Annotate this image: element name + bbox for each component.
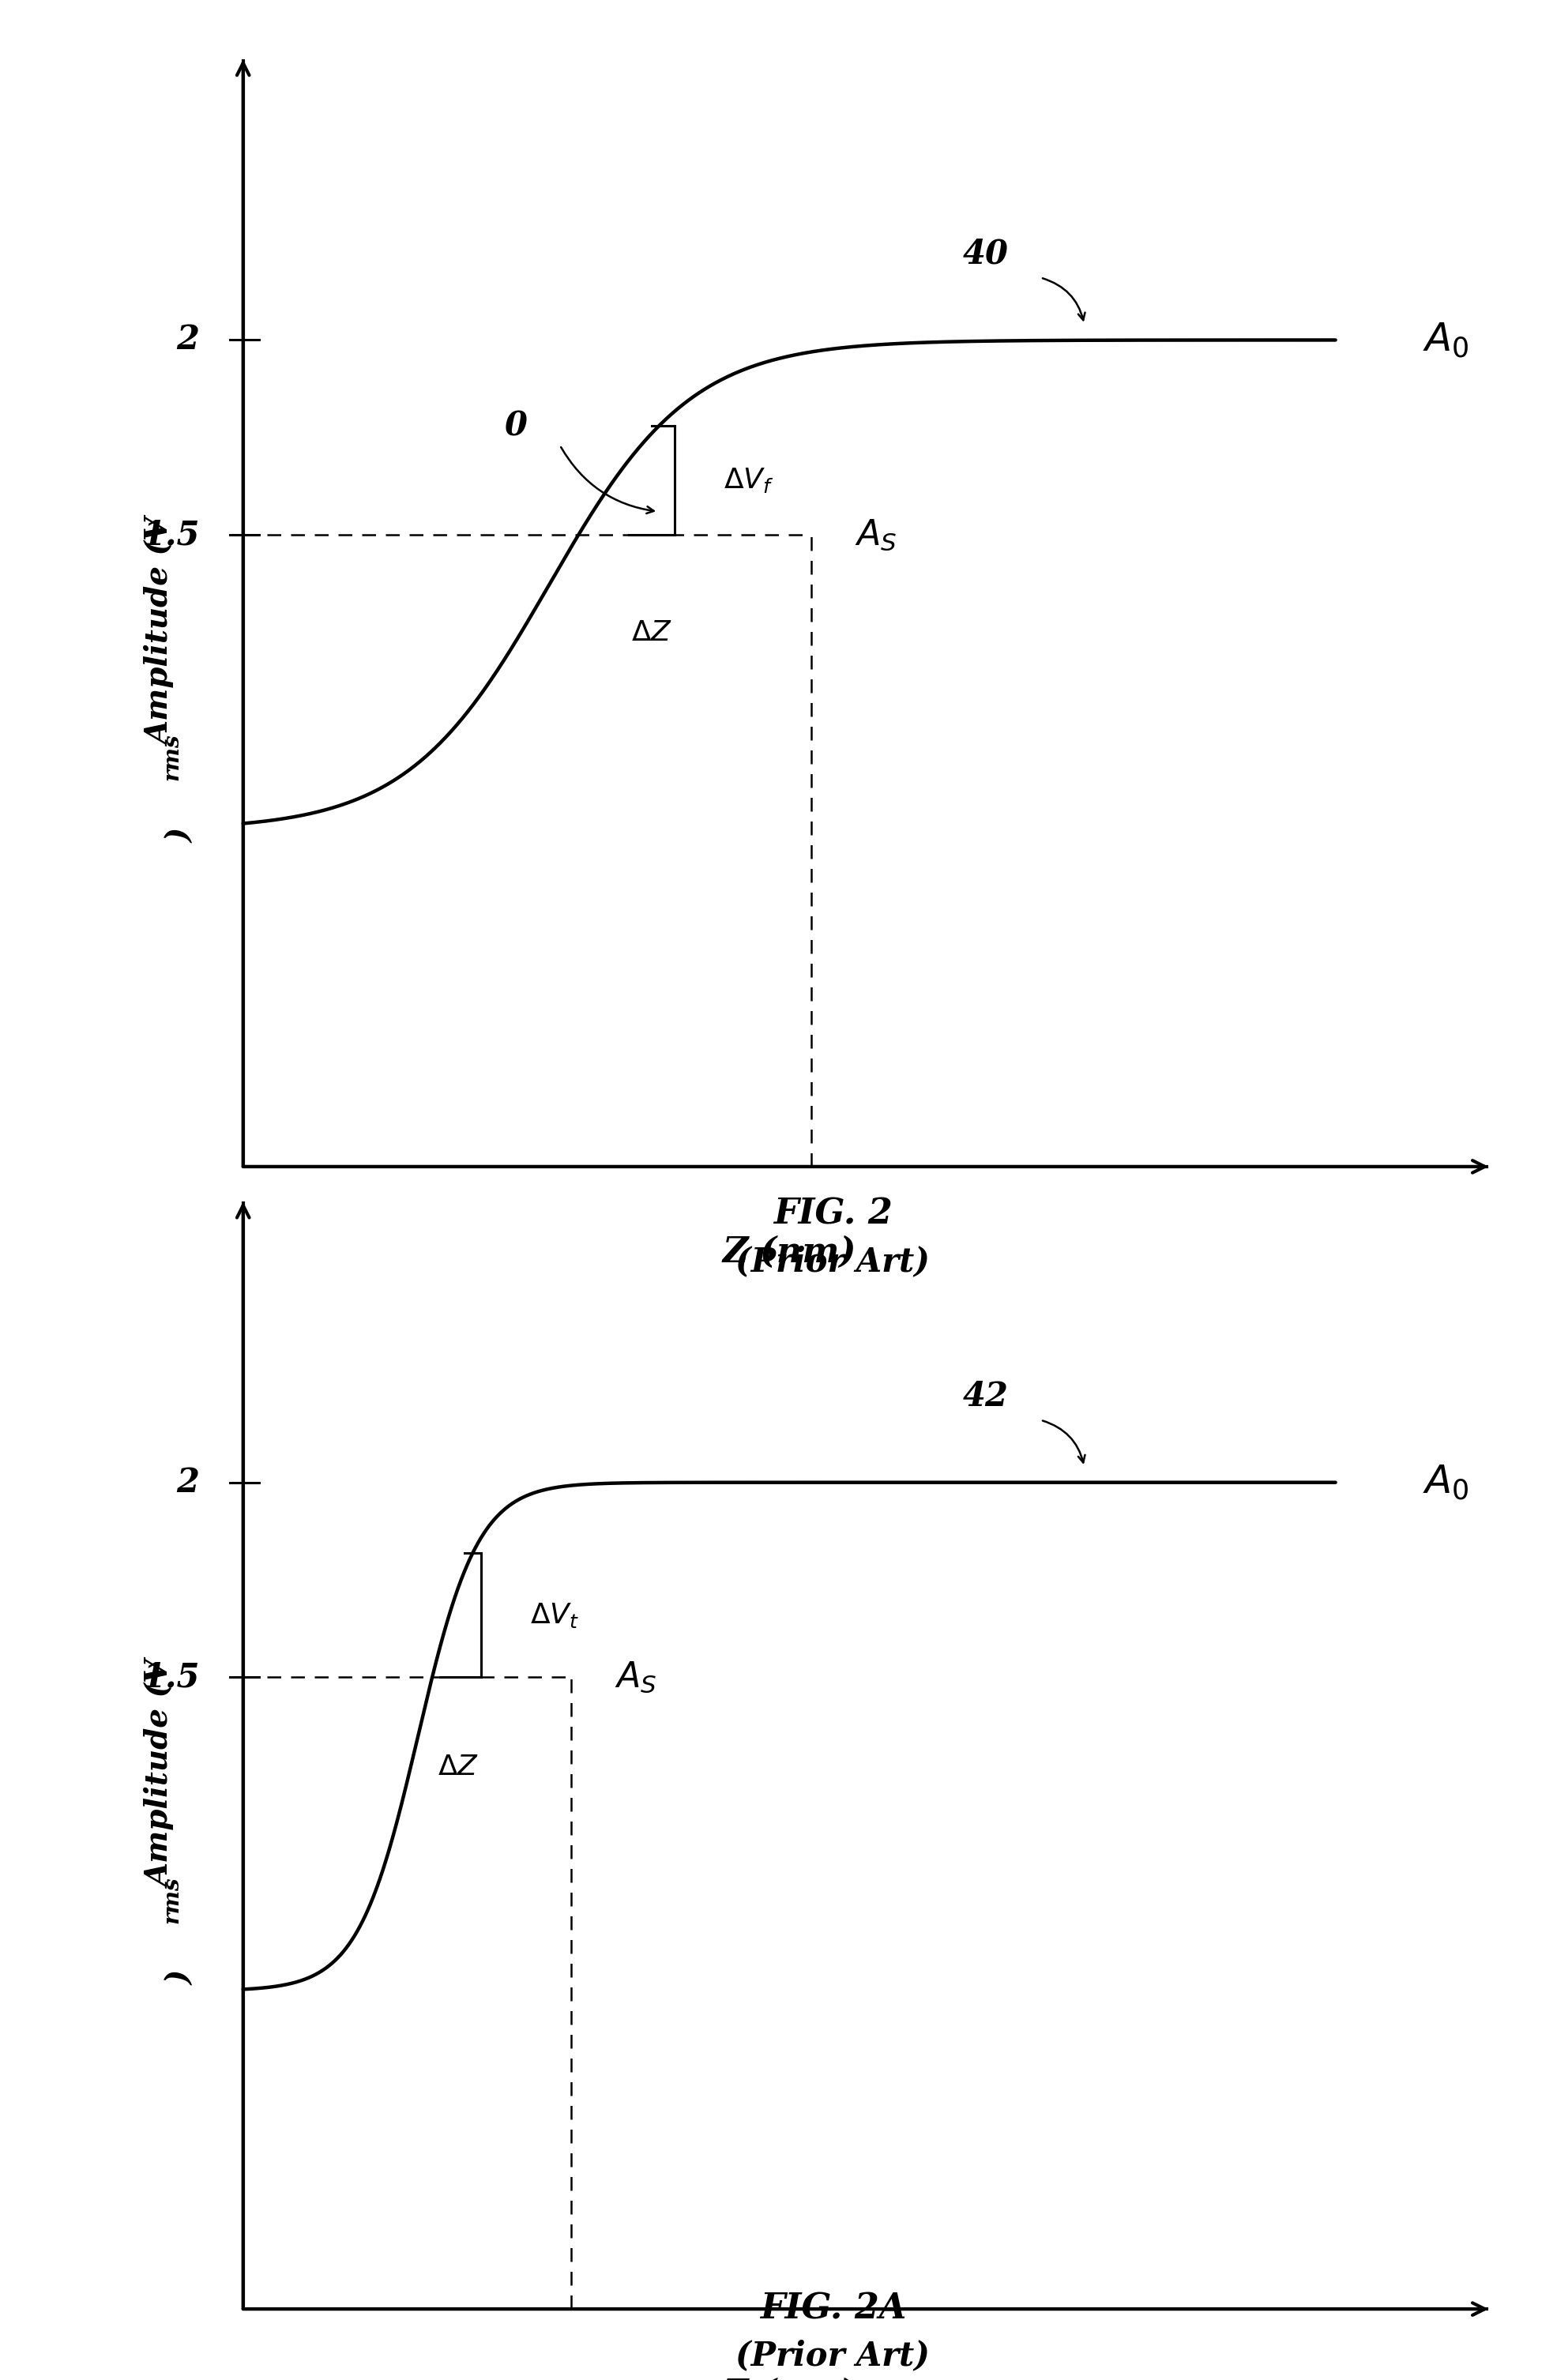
Text: (Prior Art): (Prior Art) [736,1245,930,1278]
Text: $\Delta Z$: $\Delta Z$ [631,619,673,645]
Text: FIG. 2: FIG. 2 [774,1197,892,1230]
Text: 1.5: 1.5 [142,1661,199,1695]
Text: rms: rms [162,1875,182,1923]
Text: Amplitude (V: Amplitude (V [146,1661,176,1890]
Text: $\mathit{A_0}$: $\mathit{A_0}$ [1423,1464,1470,1502]
Text: ): ) [165,1971,196,1985]
Text: rms: rms [162,733,182,781]
Text: FIG. 2A: FIG. 2A [760,2292,906,2325]
Text: $\mathit{A_S}$: $\mathit{A_S}$ [855,519,897,552]
Text: 0: 0 [504,409,528,443]
Text: 1.5: 1.5 [142,519,199,552]
Text: $\Delta Z$: $\Delta Z$ [438,1754,478,1780]
Text: $\Delta V_t$: $\Delta V_t$ [531,1602,579,1630]
Text: 40: 40 [964,238,1009,271]
Text: 42: 42 [964,1380,1009,1414]
Text: ): ) [165,828,196,843]
Text: Amplitude (V: Amplitude (V [146,519,176,747]
Text: $\mathit{A_S}$: $\mathit{A_S}$ [615,1661,657,1695]
Text: 2: 2 [176,1466,199,1499]
Text: 2: 2 [176,324,199,357]
Text: (Prior Art): (Prior Art) [736,2340,930,2373]
Text: $\Delta V_f$: $\Delta V_f$ [724,466,774,495]
Text: Z (nm): Z (nm) [722,1235,856,1269]
Text: $\mathit{A_0}$: $\mathit{A_0}$ [1423,321,1470,359]
